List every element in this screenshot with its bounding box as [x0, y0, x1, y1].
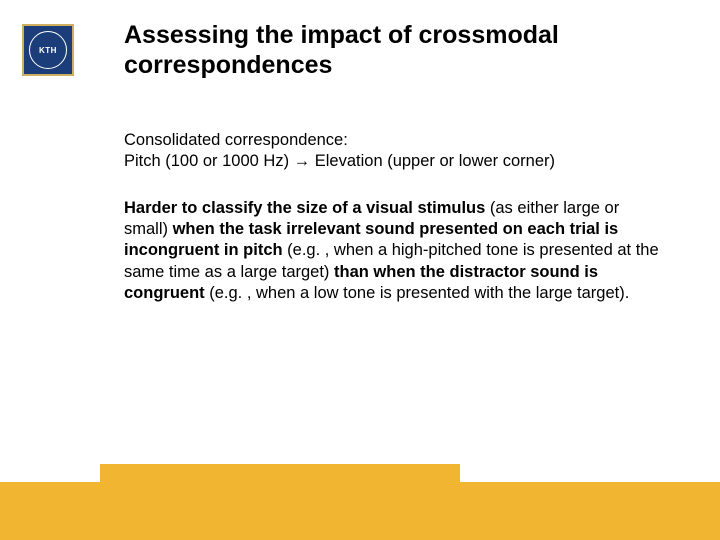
para1-line1: Consolidated correspondence:: [124, 130, 660, 151]
paragraph-1: Consolidated correspondence: Pitch (100 …: [124, 130, 660, 172]
footer-notch: [100, 464, 460, 482]
kth-logo-inner: KTH: [29, 31, 67, 69]
paragraph-2: Harder to classify the size of a visual …: [124, 198, 660, 304]
slide: KTH Assessing the impact of crossmodal c…: [0, 0, 720, 540]
footer-bar: [0, 482, 720, 540]
p2-normal-3: (e.g. , when a low tone is presented wit…: [209, 284, 629, 302]
p2-bold-1: Harder to classify the size of a visual …: [124, 199, 490, 217]
kth-logo-text: KTH: [39, 46, 57, 55]
slide-body: Consolidated correspondence: Pitch (100 …: [124, 130, 660, 304]
slide-title: Assessing the impact of crossmodal corre…: [124, 20, 680, 80]
kth-logo: KTH: [22, 24, 74, 76]
para1-line2: Pitch (100 or 1000 Hz) → Elevation (uppe…: [124, 151, 660, 172]
